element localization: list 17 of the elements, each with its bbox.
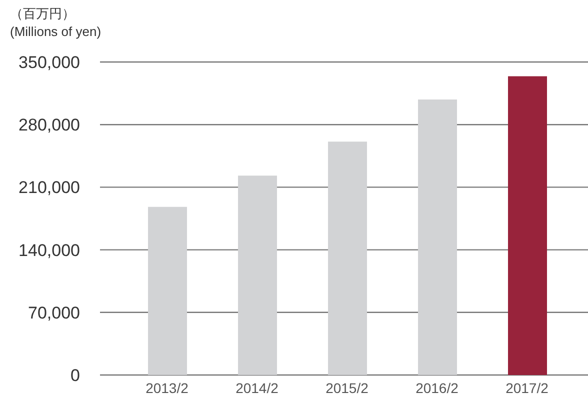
- y-tick-label: 70,000: [28, 303, 80, 322]
- y-tick-label: 140,000: [18, 240, 80, 260]
- x-tick-label: 2016/2: [416, 380, 459, 396]
- y-tick-label: 0: [70, 366, 80, 386]
- x-tick-label: 2013/2: [146, 380, 189, 396]
- x-tick-label: 2017/2: [506, 380, 549, 396]
- y-axis-title: （百万円） (Millions of yen): [10, 5, 102, 41]
- x-tick-label: 2014/2: [236, 380, 279, 396]
- x-tick-label: 2015/2: [326, 380, 369, 396]
- bar: [148, 206, 187, 375]
- y-tick-label: 350,000: [18, 53, 80, 72]
- bar: [238, 176, 277, 375]
- y-tick-label: 210,000: [18, 178, 80, 198]
- bar: [508, 76, 547, 375]
- bar: [328, 142, 367, 375]
- bar: [418, 100, 457, 375]
- y-tick-label: 280,000: [18, 116, 80, 135]
